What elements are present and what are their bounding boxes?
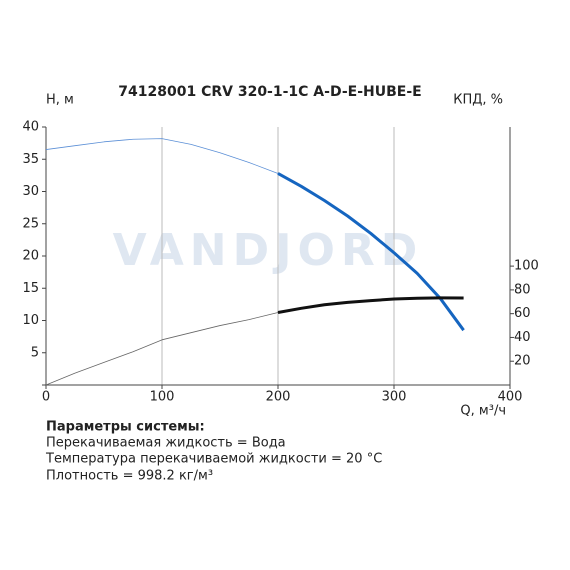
- y2-tick-label: 60: [514, 306, 531, 321]
- y-tick-label: 40: [22, 120, 39, 135]
- x-axis-label: Q, м³/ч: [460, 404, 506, 419]
- y-axis-label: Н, м: [46, 93, 74, 108]
- x-tick-label: 200: [266, 390, 291, 405]
- curve: [45, 312, 279, 386]
- y2-tick-label: 20: [514, 354, 531, 369]
- x-tick-label: 100: [150, 390, 175, 405]
- y2-tick-label: 100: [514, 259, 539, 274]
- param-line: Температура перекачиваемой жидкости = 20…: [45, 452, 382, 467]
- y-tick-label: 10: [22, 313, 39, 328]
- y-tick-label: 5: [31, 345, 39, 360]
- y-tick-label: 30: [22, 184, 39, 199]
- y2-tick-label: 80: [514, 282, 531, 297]
- param-line: Перекачиваемая жидкость = Вода: [46, 436, 286, 451]
- y-tick-label: 35: [22, 152, 39, 167]
- y-tick-label: 15: [22, 281, 39, 296]
- y2-tick-label: 40: [514, 330, 531, 345]
- curve: [45, 138, 279, 174]
- x-tick-label: 300: [382, 390, 407, 405]
- chart-title: 74128001 CRV 320-1-1C A-D-E-HUBE-E: [118, 84, 421, 100]
- y-tick-label: 25: [22, 216, 39, 231]
- param-line: Плотность = 998.2 кг/м³: [46, 469, 213, 484]
- curve: [277, 296, 464, 314]
- x-tick-label: 0: [42, 390, 50, 405]
- x-tick-label: 400: [498, 390, 523, 405]
- params-title: Параметры системы:: [46, 420, 205, 435]
- curve: [277, 172, 465, 332]
- y2-axis-label: КПД, %: [453, 93, 503, 108]
- watermark: VANDJORD: [113, 225, 424, 276]
- y-tick-label: 20: [22, 249, 39, 264]
